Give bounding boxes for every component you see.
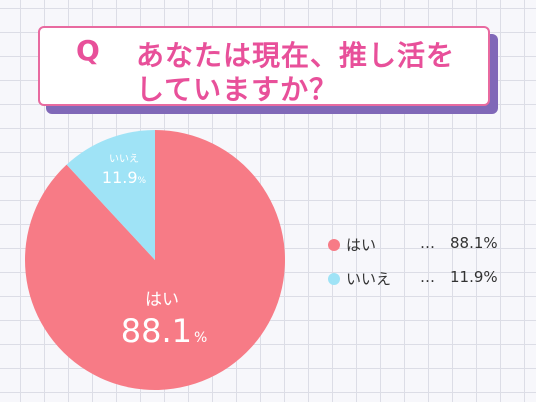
slice-value-yes: 88.1% bbox=[121, 312, 208, 350]
question-line-1: あなたは現在、推し活を bbox=[136, 39, 456, 72]
legend-item-yes: はい … 88.1% bbox=[324, 234, 514, 268]
legend-leader-yes: … bbox=[420, 234, 435, 252]
pie-slice-no bbox=[66, 130, 155, 260]
slice-value-yes-unit: % bbox=[194, 330, 207, 346]
slice-value-yes-number: 88.1 bbox=[121, 312, 192, 350]
title-box: Q あなたは現在、推し活を していますか？ bbox=[38, 26, 490, 106]
slice-label-no: いいえ bbox=[109, 153, 139, 165]
legend-value-yes: 88.1% bbox=[450, 234, 498, 252]
slice-label-yes: はい bbox=[145, 290, 179, 310]
legend-item-no: いいえ … 11.9% bbox=[324, 268, 514, 302]
legend-swatch-no bbox=[328, 273, 340, 285]
slice-value-no-number: 11.9 bbox=[102, 168, 138, 187]
legend-leader-no: … bbox=[420, 268, 435, 286]
legend: はい … 88.1% いいえ … 11.9% bbox=[324, 234, 514, 302]
legend-label-no: いいえ bbox=[346, 270, 392, 288]
legend-swatch-yes bbox=[328, 239, 340, 251]
question-line-2: していますか？ bbox=[136, 73, 339, 106]
legend-value-no: 11.9% bbox=[450, 268, 498, 286]
question-mark-label: Q bbox=[76, 34, 100, 67]
slice-value-no: 11.9% bbox=[102, 168, 147, 187]
slice-value-no-unit: % bbox=[138, 176, 147, 186]
legend-label-yes: はい bbox=[346, 236, 377, 254]
